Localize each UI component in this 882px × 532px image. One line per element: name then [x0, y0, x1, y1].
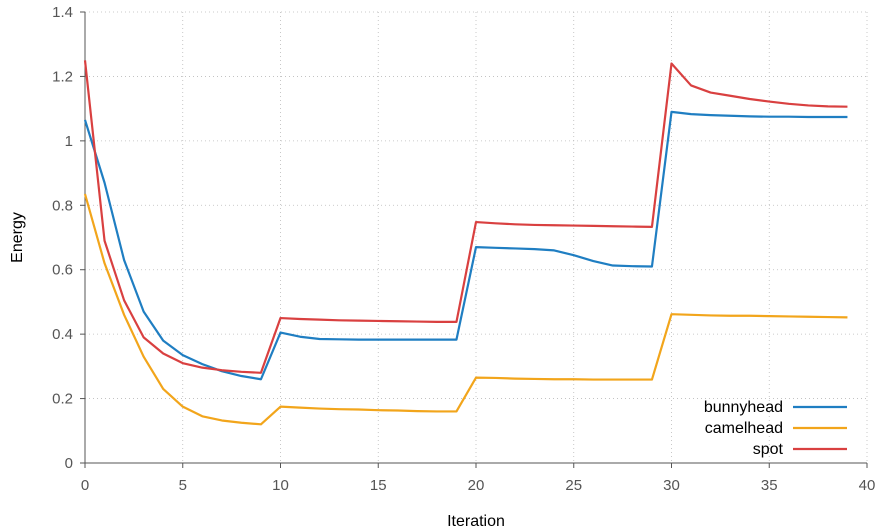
- y-tick-label: 0.8: [52, 197, 73, 214]
- y-tick-label: 0.2: [52, 391, 73, 408]
- y-tick-label: 0: [65, 455, 73, 472]
- legend: bunnyhead camelhead spot: [704, 399, 847, 458]
- series-line-camelhead: [83, 193, 848, 426]
- x-tick-label: 15: [370, 477, 387, 494]
- x-tick-label: 0: [81, 477, 89, 494]
- series-lines: [83, 60, 848, 426]
- y-axis-label: Energy: [9, 212, 26, 263]
- series-line-spot: [83, 60, 848, 374]
- x-tick-label: 20: [468, 477, 485, 494]
- tick-labels: 0 0.2 0.4 0.6 0.8 1 1.2 1.4 0 5 10 15 20 25 30 35 40: [52, 4, 875, 494]
- x-tick-label: 35: [761, 477, 778, 494]
- x-tick-label: 25: [565, 477, 582, 494]
- y-tick-label: 1.2: [52, 68, 73, 85]
- x-tick-label: 5: [179, 477, 187, 494]
- x-tick-label: 30: [663, 477, 680, 494]
- series-line-bunnyhead: [83, 110, 848, 381]
- y-tick-label: 1: [65, 133, 73, 150]
- legend-label-camelhead: camelhead: [705, 420, 783, 437]
- legend-label-spot: spot: [753, 441, 784, 458]
- y-tick-label: 0.4: [52, 326, 73, 343]
- x-axis-label: Iteration: [447, 513, 505, 530]
- axes: [84, 12, 867, 464]
- x-tick-label: 40: [859, 477, 876, 494]
- y-tick-label: 1.4: [52, 4, 73, 21]
- y-tick-label: 0.6: [52, 262, 73, 279]
- legend-label-bunnyhead: bunnyhead: [704, 399, 783, 416]
- grid: [85, 11, 868, 463]
- x-tick-label: 10: [272, 477, 289, 494]
